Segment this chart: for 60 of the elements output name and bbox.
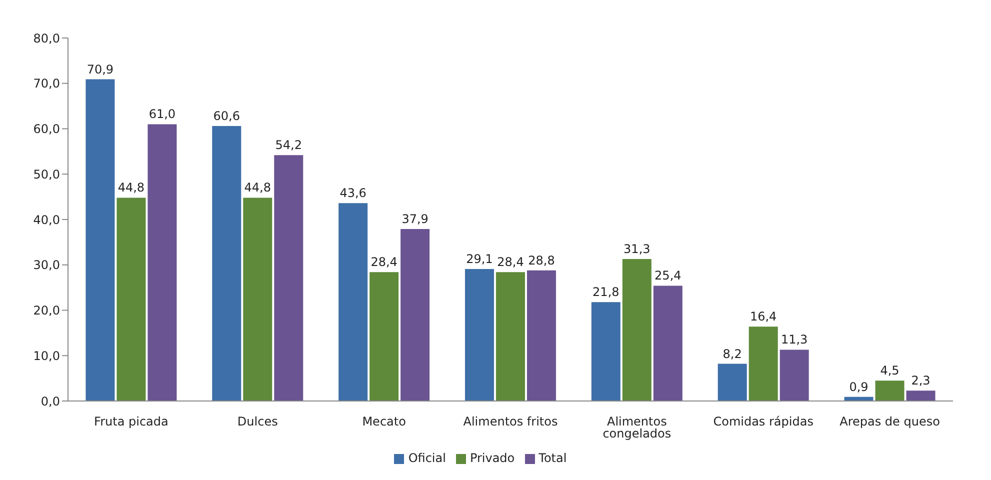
x-tick-label: Comidas rápidas	[713, 414, 814, 429]
bar	[748, 326, 778, 401]
bar	[400, 229, 430, 401]
bar	[526, 270, 556, 401]
x-tick-label: Fruta picada	[94, 414, 168, 429]
data-label: 28,4	[497, 255, 524, 270]
data-label: 37,9	[402, 212, 428, 226]
data-label: 16,4	[750, 310, 777, 324]
data-label: 11,3	[780, 332, 808, 347]
x-tick-label: Alimentos congelados	[602, 414, 672, 441]
data-label: 25,4	[654, 268, 682, 283]
y-tick-label: 60,0	[33, 122, 60, 136]
data-label: 21,8	[592, 285, 620, 300]
data-label: 29,1	[466, 252, 493, 266]
data-label: 70,9	[86, 62, 114, 76]
bar	[653, 286, 682, 401]
bar	[906, 390, 936, 401]
bar	[274, 155, 304, 401]
data-label: 60,6	[213, 109, 240, 124]
bar	[148, 124, 177, 401]
x-tick-label: Dulces	[237, 414, 278, 429]
bar	[780, 350, 809, 401]
y-tick-label: 40,0	[33, 212, 60, 227]
x-tick-label: Arepas de queso	[840, 414, 940, 429]
data-label: 44,8	[244, 180, 271, 195]
y-tick-label: 10,0	[33, 348, 60, 363]
y-tick-label: 70,0	[33, 76, 60, 91]
data-label: 43,6	[340, 186, 366, 200]
bar	[496, 272, 525, 401]
data-label: 0,9	[849, 380, 868, 394]
y-tick-label: 20,0	[33, 304, 60, 318]
data-label: 44,8	[118, 180, 145, 195]
bar	[875, 380, 904, 401]
bar	[622, 258, 652, 401]
bar	[212, 126, 242, 401]
data-label: 61,0	[148, 107, 176, 122]
bar	[718, 364, 747, 401]
bar	[370, 272, 399, 401]
bar	[243, 198, 272, 401]
data-label: 2,3	[911, 374, 930, 388]
data-label: 31,3	[624, 242, 650, 256]
y-tick-label: 50,0	[33, 167, 60, 182]
legend-label: Oficial	[408, 451, 446, 465]
y-tick-label: 0,0	[40, 394, 60, 408]
legend-label: Privado	[470, 451, 515, 465]
y-tick-label: 30,0	[33, 258, 60, 272]
legend-label: Total	[538, 451, 567, 465]
x-tick-label: Mecato	[362, 414, 406, 429]
bar	[591, 302, 620, 401]
data-label: 4,5	[880, 364, 900, 378]
data-label: 28,8	[528, 253, 555, 268]
x-tick-label: Alimentos fritos	[463, 414, 558, 429]
data-label: 54,2	[275, 138, 302, 152]
bar	[116, 198, 146, 401]
bar	[464, 268, 494, 401]
data-label: 8,2	[722, 346, 742, 361]
bar	[86, 79, 115, 401]
data-label: 28,4	[370, 255, 398, 270]
bar	[338, 203, 368, 401]
y-tick-label: 80,0	[33, 31, 60, 46]
